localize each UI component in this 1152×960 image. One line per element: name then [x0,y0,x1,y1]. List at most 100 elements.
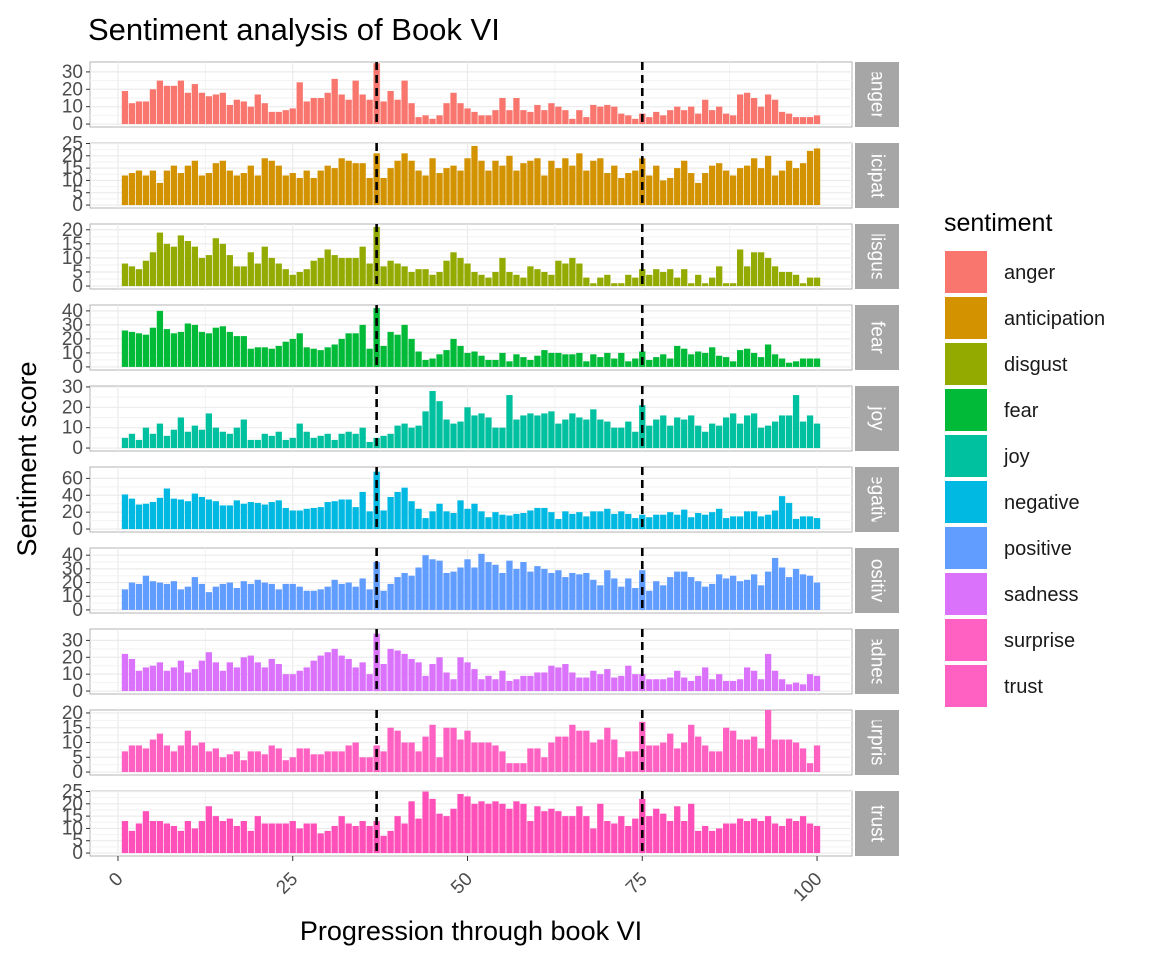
bar [443,260,450,287]
bar [737,581,744,610]
bar [737,818,744,854]
bar [303,170,310,206]
bar [317,97,324,125]
bar [667,577,674,610]
bar [303,508,310,530]
bar [345,160,352,206]
bar [366,263,373,287]
bar [135,170,143,206]
y-tick-label: 0 [72,276,83,297]
legend-label: positive [1004,538,1072,560]
bar [792,361,800,367]
bar [541,811,548,854]
bar [219,431,226,449]
bar [233,427,240,449]
bar [702,431,709,449]
bar [135,269,143,287]
bar [785,415,793,449]
bar [702,99,709,125]
bar [569,165,576,206]
bar [555,736,562,773]
bar [135,823,143,854]
bar [611,283,618,287]
bar [681,110,688,125]
bar [646,359,653,367]
y-tick-label: 20 [62,573,83,594]
bar [436,354,443,367]
bar [184,431,192,449]
bar [331,255,338,287]
bar [513,801,520,854]
bar [806,575,814,610]
legend-label: trust [1004,676,1043,698]
bar [240,821,247,854]
bar [583,277,590,287]
bar [359,324,366,367]
bar [366,441,373,449]
bar [268,502,275,530]
bar [331,579,338,610]
legend-label: fear [1004,400,1039,422]
bar [128,830,136,854]
legend-swatch [945,527,987,569]
bar [653,269,660,287]
bar [569,257,576,287]
bar [513,513,520,530]
bar [737,516,744,530]
bar [205,333,212,367]
bar [296,271,303,287]
facet-strip-label: joy [867,405,888,431]
bar [373,562,380,610]
bar [464,508,471,530]
bar [730,823,737,854]
bar [702,825,709,854]
bar [380,510,387,530]
bar [135,333,143,367]
bar [653,514,660,530]
bar [737,249,744,287]
bar [757,168,765,206]
bar [163,170,171,206]
bar [799,163,807,206]
bar [219,757,226,773]
bar [142,575,150,610]
bar [219,160,226,206]
bar [660,514,667,530]
bar [205,173,212,206]
bar [443,816,450,854]
bar [261,582,268,610]
bar [771,823,779,854]
bar [743,511,751,530]
bar [513,170,520,206]
bar [792,117,800,125]
bar [352,667,359,692]
legend-swatch [945,573,987,615]
bar [534,748,541,773]
bar [730,115,737,125]
bar [806,150,814,206]
bar [618,177,625,206]
bar [660,180,667,206]
bar [785,160,793,206]
bar [345,499,352,530]
bar [121,494,129,530]
y-tick-label: 5 [72,831,83,852]
bar [331,648,338,692]
bar [548,665,555,692]
bar [667,358,674,367]
bar [310,260,317,287]
bar [688,415,695,449]
bar [366,757,373,773]
legend-swatch [945,389,987,431]
bar [289,821,296,854]
bar [757,821,765,854]
bar [506,680,513,692]
bar [618,283,625,287]
bar [450,808,457,854]
bar [632,431,639,449]
bar [513,419,520,449]
bar [436,115,443,125]
bar [757,748,765,773]
bar [597,419,604,449]
